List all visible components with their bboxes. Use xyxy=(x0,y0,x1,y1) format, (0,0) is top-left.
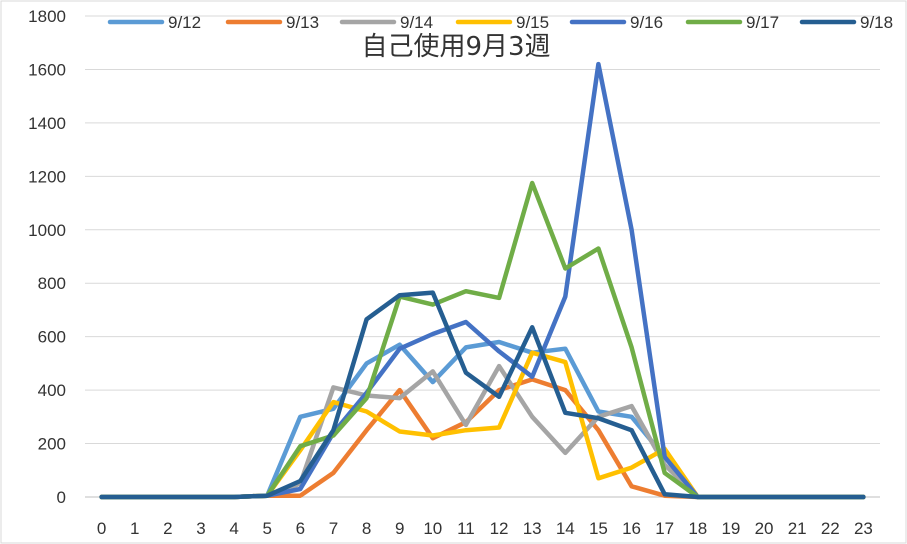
x-tick-label: 3 xyxy=(196,519,205,538)
x-tick-label: 16 xyxy=(622,519,641,538)
gridlines xyxy=(85,15,880,498)
x-tick-label: 18 xyxy=(688,519,707,538)
x-tick-label: 1 xyxy=(130,519,139,538)
series-lines xyxy=(99,61,866,500)
x-tick-label: 11 xyxy=(457,519,475,538)
legend-label: 9/17 xyxy=(746,13,779,32)
x-tick-label: 23 xyxy=(854,519,873,538)
x-tick-label: 22 xyxy=(821,519,840,538)
y-tick-label: 800 xyxy=(38,274,66,293)
x-tick-label: 21 xyxy=(788,519,807,538)
chart-title: 自己使用9月3週 xyxy=(361,32,550,62)
y-tick-label: 1800 xyxy=(28,7,66,26)
y-axis-ticks: 0 200 400 600 800 1000 1200 1400 1600 1800 xyxy=(28,7,66,507)
series-line-9-15 xyxy=(99,350,866,500)
x-tick-label: 19 xyxy=(721,519,740,538)
x-tick-label: 13 xyxy=(523,519,542,538)
x-tick-label: 5 xyxy=(262,519,271,538)
x-tick-label: 12 xyxy=(490,519,509,538)
legend-label: 9/12 xyxy=(168,13,201,32)
legend-label: 9/13 xyxy=(286,13,319,32)
x-tick-label: 10 xyxy=(423,519,442,538)
series-line-9-18 xyxy=(99,290,866,500)
y-tick-label: 200 xyxy=(38,435,66,454)
y-tick-label: 1600 xyxy=(28,60,66,79)
y-tick-label: 1400 xyxy=(28,114,66,133)
x-tick-label: 9 xyxy=(395,519,404,538)
x-tick-label: 15 xyxy=(589,519,608,538)
y-tick-label: 0 xyxy=(57,488,66,507)
x-tick-label: 4 xyxy=(229,519,238,538)
x-tick-label: 14 xyxy=(556,519,575,538)
x-tick-label: 0 xyxy=(97,519,106,538)
legend-label: 9/16 xyxy=(630,13,663,32)
series-line-9-16 xyxy=(99,61,866,500)
x-tick-label: 2 xyxy=(163,519,172,538)
legend: 9/12 9/13 9/14 9/15 9/16 9/17 9/18 xyxy=(107,13,893,32)
x-tick-label: 17 xyxy=(655,519,674,538)
y-tick-label: 1200 xyxy=(28,167,66,186)
legend-label: 9/18 xyxy=(860,13,893,32)
x-tick-label: 8 xyxy=(362,519,371,538)
y-tick-label: 400 xyxy=(38,381,66,400)
x-tick-label: 7 xyxy=(329,519,338,538)
series-line-9-12 xyxy=(99,339,866,500)
y-tick-label: 1000 xyxy=(28,221,66,240)
legend-label: 9/14 xyxy=(400,13,433,32)
x-tick-label: 20 xyxy=(755,519,774,538)
y-tick-label: 600 xyxy=(38,328,66,347)
x-tick-label: 6 xyxy=(296,519,305,538)
legend-label: 9/15 xyxy=(516,13,549,32)
x-axis-ticks: 0 1 2 3 4 5 6 7 8 9 10 11 12 13 14 15 16 17 18 19 20 21 22 23 xyxy=(97,519,873,538)
